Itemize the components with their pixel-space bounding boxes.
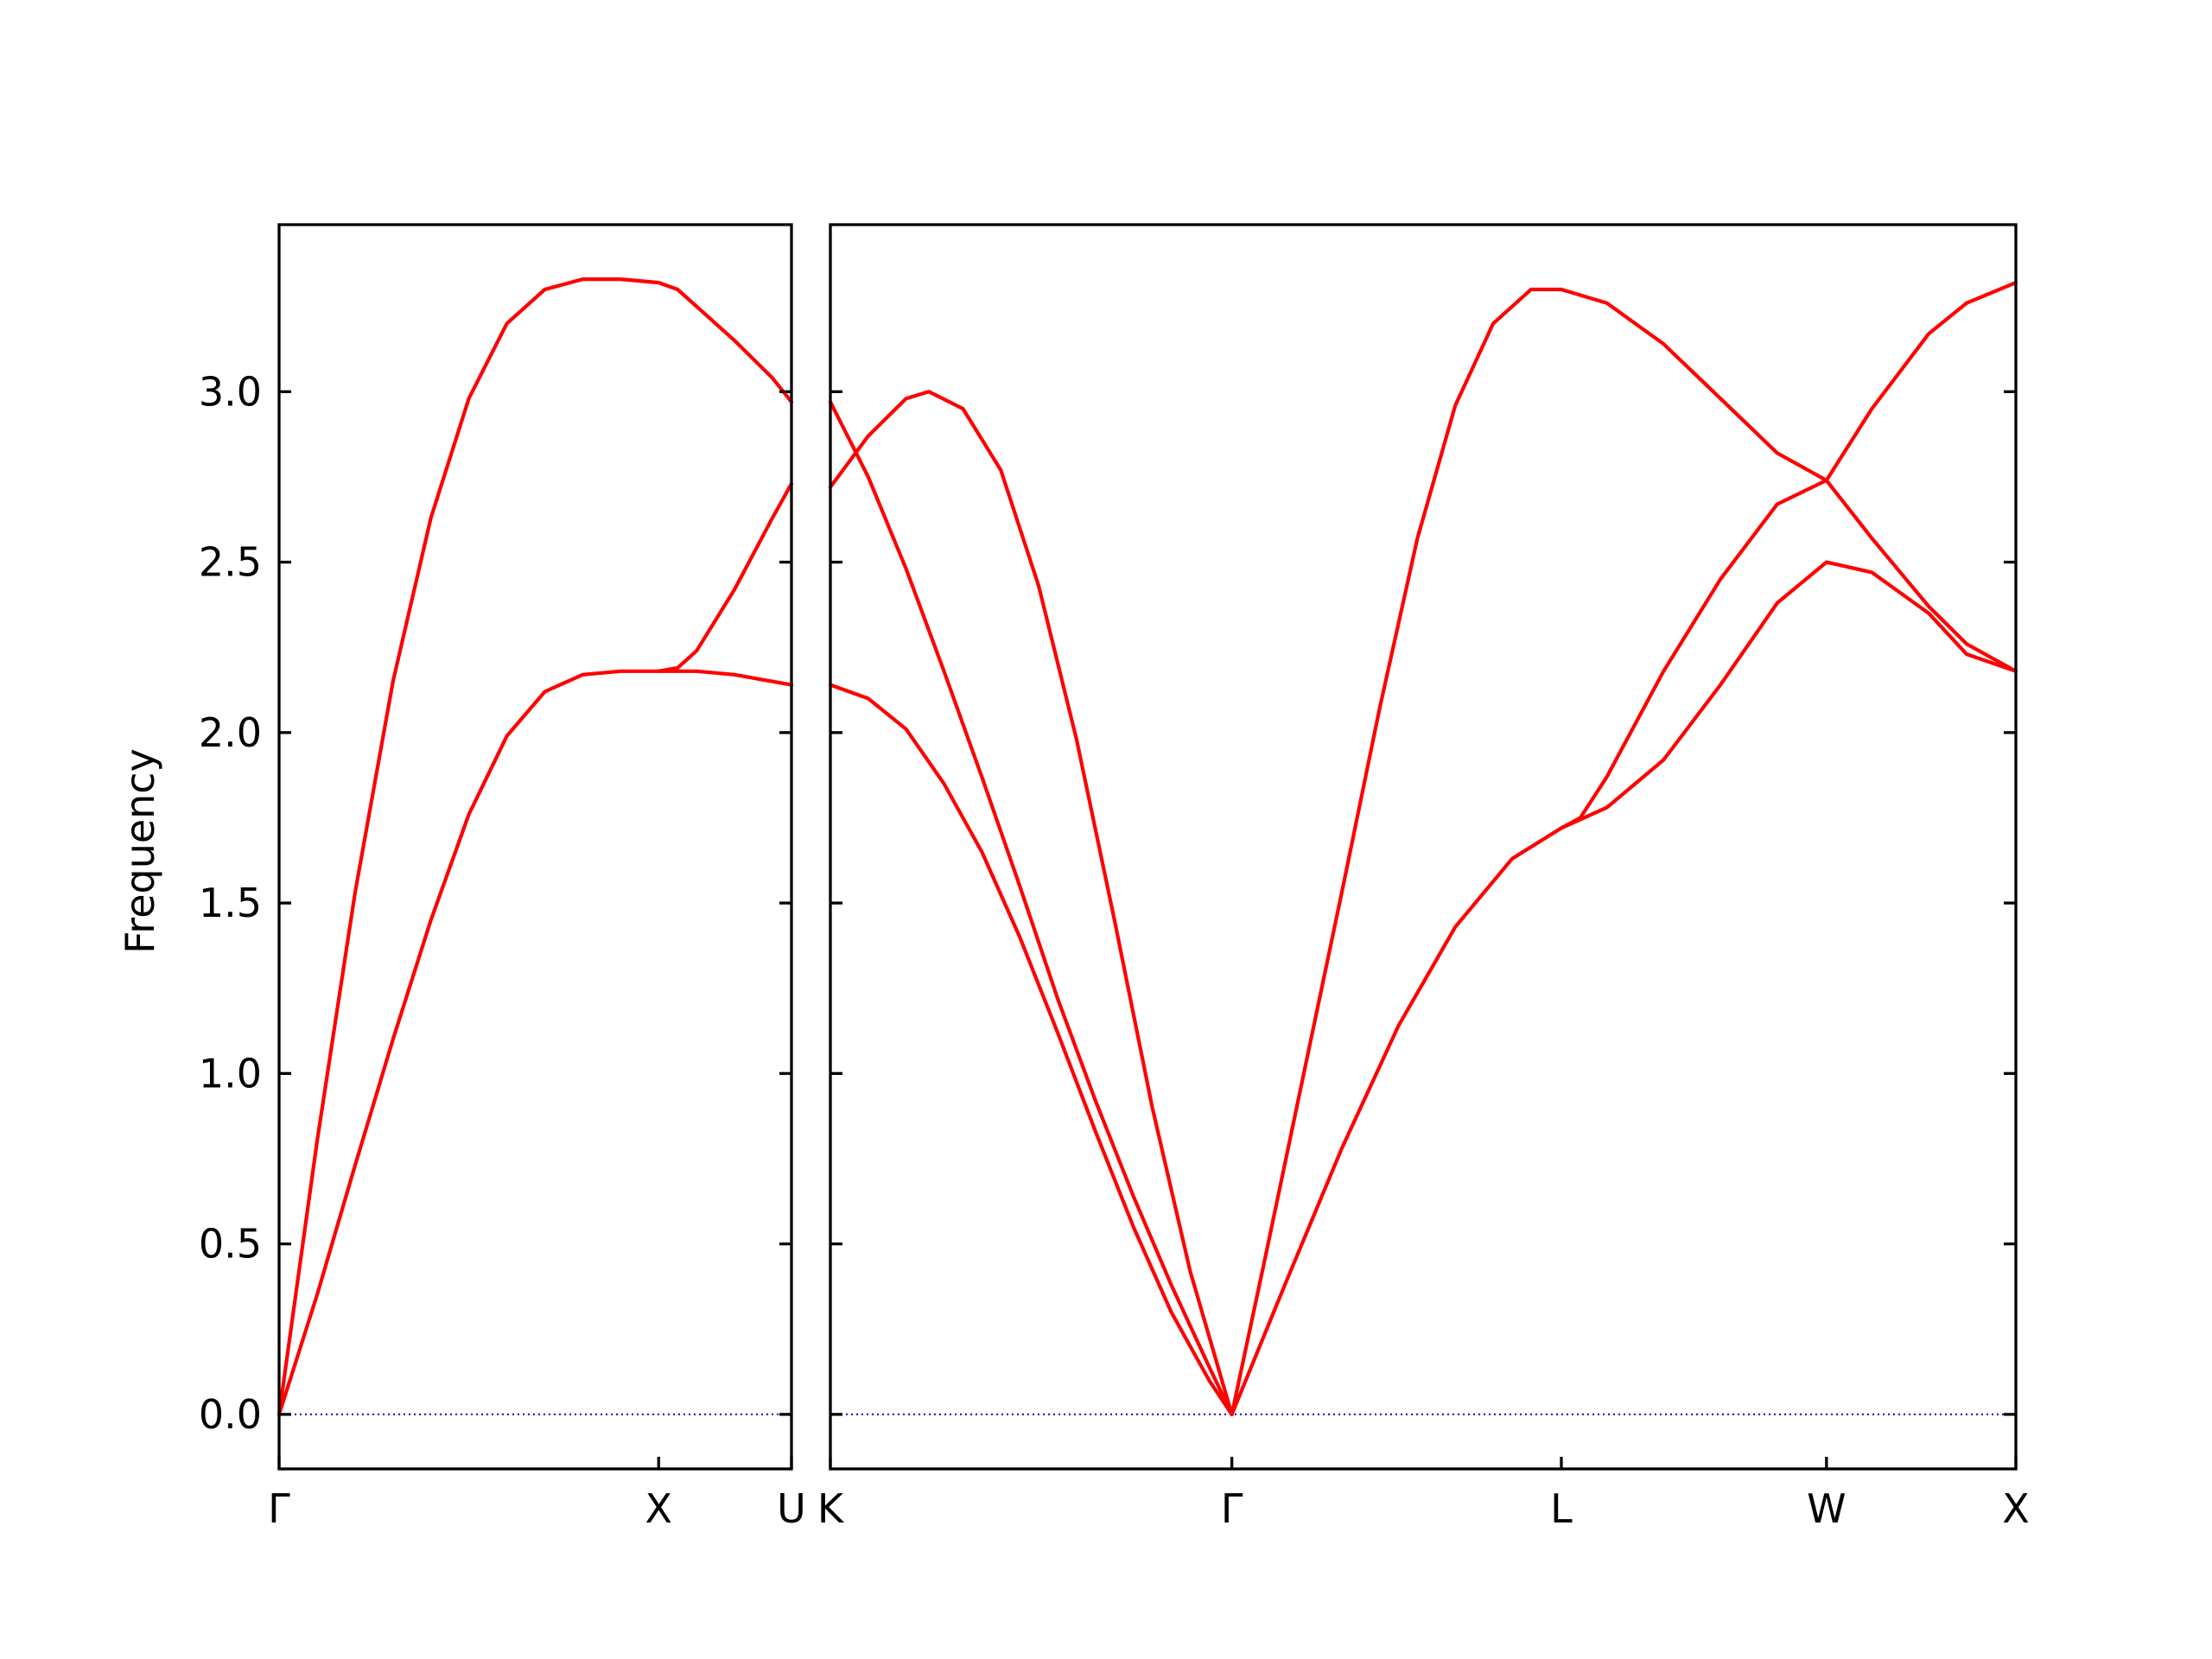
y-tick-label: 1.5: [199, 880, 262, 926]
band-line-1: [276, 277, 794, 1416]
band-line-4: [1230, 287, 2018, 1416]
x-tick-label: Γ: [268, 1485, 290, 1532]
y-tick-label: 0.5: [199, 1221, 262, 1268]
y-tick-label: 0.0: [199, 1391, 262, 1438]
y-axis: 0.0 0.5 1.0 1.5 2.0 2.5 3.0: [199, 368, 262, 1438]
panel-frame: [277, 223, 793, 1471]
band-line-1: [828, 390, 1234, 1416]
y-axis-label: Frequency: [117, 748, 163, 954]
x-tick-label: Γ: [1221, 1485, 1243, 1532]
x-tick-label: X: [645, 1485, 673, 1532]
x-tick-label: L: [1550, 1485, 1573, 1532]
band-line-2: [276, 481, 794, 1416]
band-line-2: [828, 400, 1234, 1416]
panel-frame: [829, 223, 2018, 1471]
y-tick-label: 2.0: [199, 709, 262, 756]
y-tick-label: 3.0: [199, 368, 262, 415]
x-tick-label: U: [777, 1485, 806, 1532]
y-tick-label: 1.0: [199, 1050, 262, 1096]
band-line-6: [1559, 281, 2018, 830]
band-line-3: [657, 669, 794, 687]
band-line-3: [828, 683, 1234, 1416]
x-tick-label: K: [817, 1485, 845, 1532]
x-tick-label: X: [2002, 1485, 2030, 1532]
x-tick-label: W: [1807, 1485, 1846, 1532]
y-tick-label: 2.5: [199, 539, 262, 586]
band-line-5: [1230, 560, 2018, 1416]
